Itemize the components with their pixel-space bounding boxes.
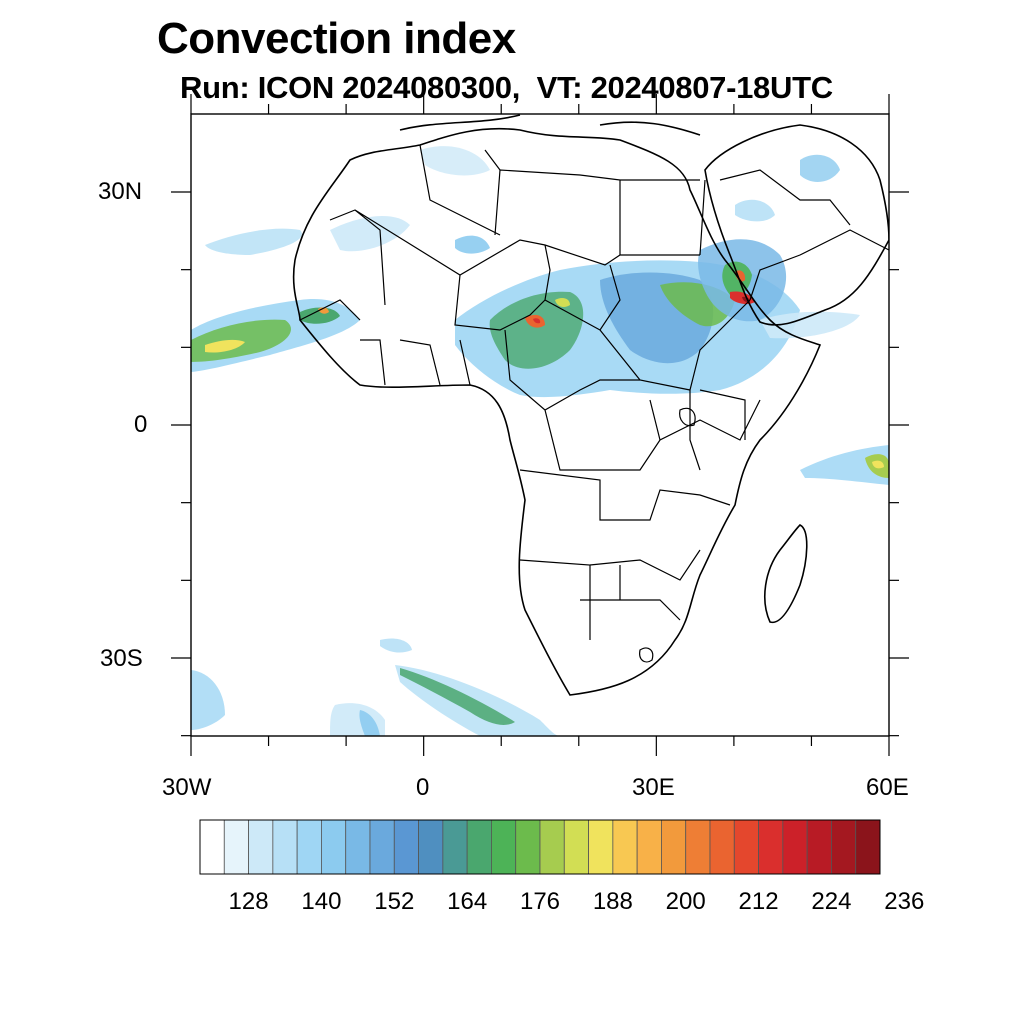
border-line (544, 264, 751, 391)
colorbar-label: 176 (519, 888, 561, 915)
arabian-coastline (704, 124, 889, 326)
convection-patch (191, 670, 225, 730)
convection-patch (380, 638, 412, 653)
africa-coastline (292, 127, 822, 696)
border-line (519, 399, 761, 640)
colorbar-label: 236 (884, 888, 925, 915)
convection-core (555, 297, 570, 308)
lat-label-30s: 30S (100, 645, 143, 672)
lon-label-30e: 30E (632, 774, 675, 801)
convection-core (205, 339, 245, 353)
border-line (419, 144, 889, 301)
convection-band (489, 291, 584, 369)
convection-core (300, 307, 340, 324)
convection-patch (359, 710, 380, 736)
chart-subtitle: Run: ICON 2024080300, VT: 20240807-18UTC (180, 70, 833, 105)
lon-label-60e: 60E (866, 774, 909, 801)
convection-patch (420, 146, 490, 176)
colorbar-label: 188 (592, 888, 633, 915)
convection-field (191, 146, 889, 736)
chart-title: Convection index (157, 14, 516, 63)
convection-patch (800, 154, 840, 182)
border-line (649, 389, 746, 471)
convection-core (533, 318, 541, 324)
lat-label-30n: 30N (98, 178, 143, 205)
colorbar-label: 200 (665, 888, 706, 915)
country-borders (299, 144, 889, 663)
colorbar-label: 212 (738, 888, 779, 915)
colorbar-label: 128 (228, 888, 269, 915)
lake-outline (679, 407, 696, 427)
colorbar-label: 152 (374, 888, 415, 915)
convection-core (318, 307, 329, 314)
convection-band (800, 445, 889, 485)
lon-label-0: 0 (416, 774, 430, 801)
convection-band (400, 668, 515, 725)
convection-patch (735, 199, 775, 222)
convection-patch (330, 215, 410, 252)
lon-label-30w: 30W (162, 774, 212, 801)
convection-patch (205, 228, 302, 255)
lat-label-0: 0 (134, 411, 148, 438)
border-line (299, 299, 471, 386)
border-line (494, 169, 700, 411)
madagascar-coastline (764, 524, 808, 624)
colorbar-label: 224 (811, 888, 852, 915)
colorbar-label: 164 (447, 888, 488, 915)
convection-patch (455, 235, 490, 254)
lake-outline (639, 647, 654, 663)
border-line (454, 244, 551, 331)
convection-core (872, 460, 884, 469)
coastlines (292, 114, 889, 696)
map-frame (190, 113, 890, 737)
axis-ticks (171, 94, 909, 756)
mediterranean-coastline (399, 114, 701, 136)
colorbar-label: 140 (301, 888, 342, 915)
